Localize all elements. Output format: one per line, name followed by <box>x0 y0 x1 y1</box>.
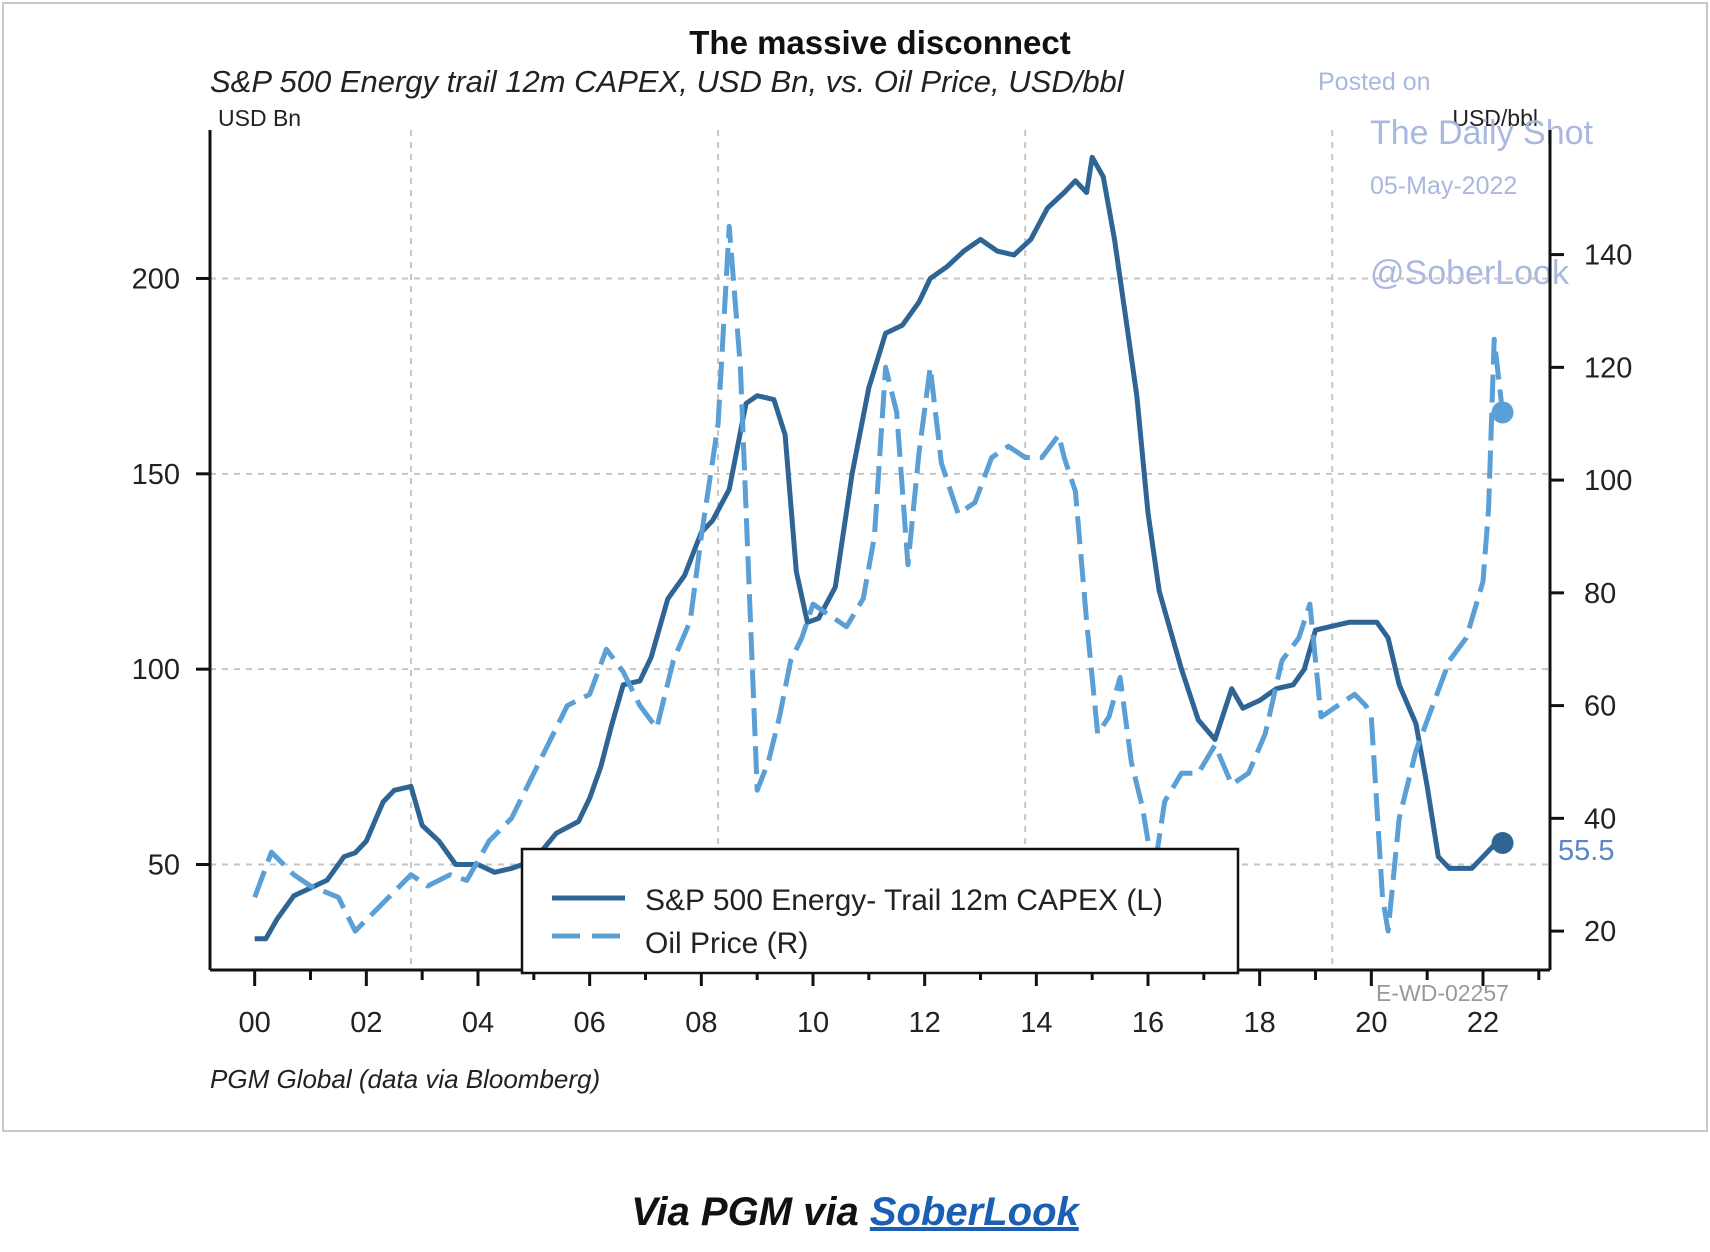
x-tick-label: 00 <box>239 1007 271 1039</box>
x-tick-label: 12 <box>909 1007 941 1039</box>
soberlook-link[interactable]: SoberLook <box>869 1190 1079 1234</box>
chart-title: The massive disconnect <box>689 24 1070 61</box>
chart-subtitle: S&P 500 Energy trail 12m CAPEX, USD Bn, … <box>210 64 1125 99</box>
x-tick-label: 14 <box>1020 1007 1052 1039</box>
watermark-line-3: 05-May-2022 <box>1370 172 1517 200</box>
grid <box>210 130 1550 970</box>
x-tick-label: 18 <box>1244 1007 1276 1039</box>
caption-prefix: Via PGM via <box>631 1190 859 1234</box>
left-tick-label: 50 <box>148 850 180 882</box>
chart: The massive disconnect S&P 500 Energy tr… <box>132 24 1633 1094</box>
x-tick-label: 22 <box>1467 1007 1499 1039</box>
legend-box <box>520 847 1240 975</box>
x-tick-label: 16 <box>1132 1007 1164 1039</box>
caption: Via PGM via SoberLook <box>0 1190 1710 1235</box>
x-tick-label: 08 <box>685 1007 717 1039</box>
watermark-line-2: The Daily Shot <box>1370 114 1594 152</box>
series-line-oil-price <box>252 223 1505 934</box>
watermark: Posted on The Daily Shot 05-May-2022 @So… <box>1318 68 1594 292</box>
legend: S&P 500 Energy- Trail 12m CAPEX (L) Oil … <box>520 847 1240 975</box>
x-tick-label: 02 <box>350 1007 382 1039</box>
right-tick-label: 20 <box>1584 916 1616 948</box>
right-tick-label: 140 <box>1584 240 1632 272</box>
series-line-capex <box>254 154 1504 942</box>
end-marker-capex <box>1491 832 1514 855</box>
chart-source: PGM Global (data via Bloomberg) <box>210 1064 600 1094</box>
right-tick-label: 100 <box>1584 465 1632 497</box>
right-tick-label: 80 <box>1584 578 1616 610</box>
watermark-line-4: @SoberLook <box>1370 254 1570 292</box>
legend-label-oil: Oil Price (R) <box>645 927 808 960</box>
series-layer <box>252 154 1514 942</box>
legend-label-capex: S&P 500 Energy- Trail 12m CAPEX (L) <box>645 884 1163 917</box>
x-tick-label: 20 <box>1355 1007 1387 1039</box>
left-tick-label: 100 <box>132 654 180 686</box>
chart-code: E-WD-02257 <box>1376 980 1509 1006</box>
x-tick-label: 04 <box>462 1007 494 1039</box>
left-tick-label: 150 <box>132 459 180 491</box>
end-value-label: 55.5 <box>1558 835 1614 867</box>
watermark-line-1: Posted on <box>1318 68 1431 96</box>
right-tick-label: 40 <box>1584 803 1616 835</box>
right-tick-label: 120 <box>1584 352 1632 384</box>
left-tick-label: 200 <box>132 263 180 295</box>
x-tick-label: 10 <box>797 1007 829 1039</box>
end-marker-oil-price <box>1491 401 1514 424</box>
left-axis-unit: USD Bn <box>218 105 301 131</box>
right-axis-unit: USD/bbl <box>1452 105 1538 131</box>
right-tick-label: 60 <box>1584 691 1616 723</box>
x-tick-label: 06 <box>574 1007 606 1039</box>
